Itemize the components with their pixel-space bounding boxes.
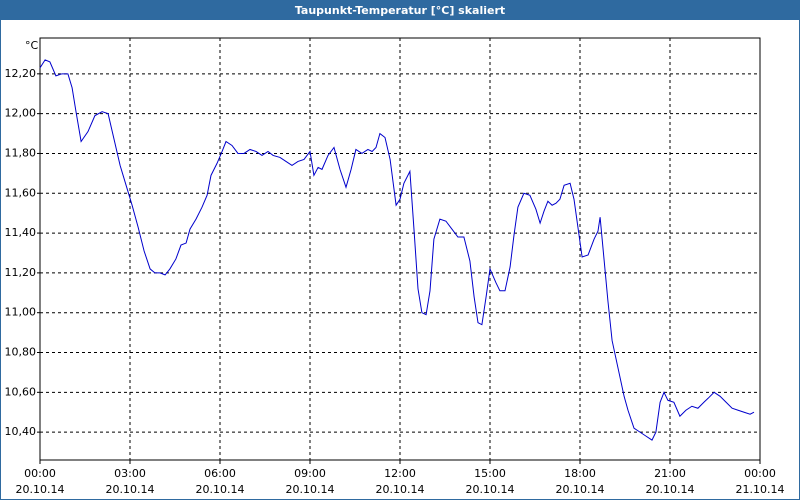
x-tick-date: 20.10.14 [106,483,155,496]
y-tick-label: 10,80 [5,346,37,359]
y-tick-label: 10,40 [5,425,37,438]
y-tick-label: 11,80 [5,146,37,159]
x-tick-label: 21:00 [654,467,686,480]
x-tick-date: 20.10.14 [376,483,425,496]
data-line [39,59,755,441]
y-tick-label: 12,20 [5,67,37,80]
x-tick-date: 21.10.14 [736,483,785,496]
x-tick-label: 06:00 [204,467,236,480]
y-tick-label: 11,20 [5,266,37,279]
x-tick-label: 12:00 [384,467,416,480]
x-tick-label: 00:00 [24,467,56,480]
x-tick-date: 20.10.14 [646,483,695,496]
x-tick-date: 20.10.14 [556,483,605,496]
x-tick-date: 20.10.14 [466,483,515,496]
y-tick-label: 11,40 [5,226,37,239]
x-tick-date: 20.10.14 [286,483,335,496]
y-tick-label: 10,60 [5,385,37,398]
x-tick-label: 18:00 [564,467,596,480]
title-bar [0,0,800,20]
chart-title: Taupunkt-Temperatur [°C] skaliert [295,4,505,17]
x-tick-date: 20.10.14 [16,483,65,496]
y-tick-label: 11,00 [5,306,37,319]
x-tick-label: 09:00 [294,467,326,480]
x-tick-label: 00:00 [744,467,776,480]
x-tick-label: 03:00 [114,467,146,480]
x-tick-date: 20.10.14 [196,483,245,496]
y-tick-label: 12,00 [5,107,37,120]
y-unit: °C [25,39,39,52]
y-tick-label: 11,60 [5,186,37,199]
x-tick-label: 15:00 [474,467,506,480]
